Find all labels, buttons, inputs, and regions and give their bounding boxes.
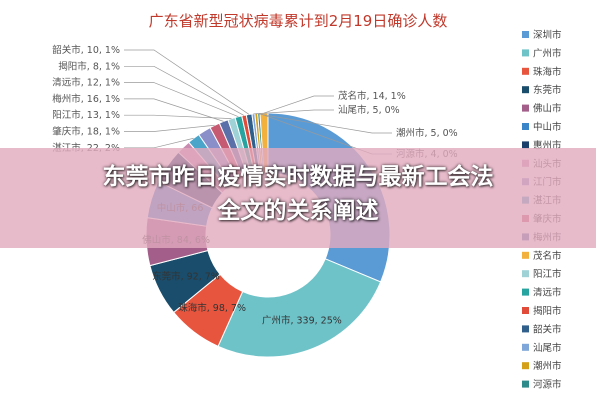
legend-label-3: 东莞市 — [533, 84, 562, 96]
legend-label-14: 清远市 — [533, 287, 562, 299]
data-label-韶关市: 韶关市, 10, 1% — [52, 44, 120, 56]
data-label-东莞市: 东莞市, 92, 7% — [152, 271, 220, 283]
legend-swatch-6 — [522, 141, 529, 149]
legend-label-4: 佛山市 — [533, 103, 562, 115]
legend-label-19: 河源市 — [533, 379, 562, 391]
legend-swatch-1 — [522, 49, 529, 57]
chart-title-part2: 累计到2月19日确诊人数 — [284, 12, 448, 30]
legend-swatch-13 — [522, 270, 529, 278]
legend-swatch-15 — [522, 307, 529, 314]
leader-line-茂名市 — [263, 95, 334, 114]
data-label-潮州市: 潮州市, 5, 0% — [396, 127, 458, 139]
legend-swatch-2 — [522, 67, 529, 75]
legend-label-0: 深圳市 — [533, 29, 562, 41]
data-label-梅州市: 梅州市, 16, 1% — [52, 93, 120, 105]
headline-overlay: 东莞市昨日疫情实时数据与最新工会法 全文的关系阐述 — [0, 160, 596, 228]
chart-title: 广东省新型冠状病毒累计到2月19日确诊人数 — [149, 12, 448, 30]
legend-swatch-19 — [522, 380, 529, 388]
legend-swatch-12 — [522, 251, 529, 259]
data-label-阳江市: 阳江市, 13, 1% — [52, 109, 120, 121]
legend-swatch-17 — [522, 343, 529, 351]
pie-slice-1 — [217, 258, 382, 358]
legend-swatch-18 — [522, 362, 529, 370]
data-label-揭阳市: 揭阳市, 8, 1% — [58, 60, 120, 72]
legend-label-18: 潮州市 — [533, 360, 562, 372]
data-label-广州市: 广州市, 339, 25% — [262, 315, 342, 327]
legend-label-12: 茂名市 — [533, 250, 562, 262]
data-label-茂名市: 茂名市, 14, 1% — [338, 90, 406, 102]
leader-line-阳江市 — [124, 114, 232, 119]
headline-overlay-band — [0, 148, 596, 248]
data-label-汕尾市: 汕尾市, 5, 0% — [338, 104, 400, 116]
legend-swatch-4 — [522, 104, 529, 112]
data-label-肇庆市: 肇庆市, 18, 1% — [52, 126, 120, 138]
leader-line-湛江市 — [124, 137, 194, 149]
legend-label-1: 广州市 — [533, 47, 562, 59]
data-label-清远市: 清远市, 12, 1% — [52, 77, 120, 89]
headline-line-2: 全文的关系阐述 — [217, 198, 379, 224]
leader-line-潮州市 — [256, 113, 392, 134]
legend-label-5: 中山市 — [533, 121, 562, 133]
legend-swatch-5 — [522, 123, 529, 130]
legend-label-17: 汕尾市 — [533, 342, 562, 354]
headline-line-1: 东莞市昨日疫情实时数据与最新工会法 — [102, 164, 494, 190]
leader-line-梅州市 — [124, 98, 224, 122]
leader-line-清远市 — [124, 82, 239, 117]
leader-line-汕尾市 — [253, 109, 334, 115]
legend-label-13: 阳江市 — [533, 268, 562, 280]
leader-line-韶关市 — [124, 49, 250, 115]
legend-swatch-3 — [522, 86, 529, 94]
legend-label-15: 揭阳市 — [533, 305, 562, 317]
legend-label-2: 珠海市 — [533, 66, 562, 78]
data-label-珠海市: 珠海市, 98, 7% — [178, 302, 246, 314]
leader-line-揭阳市 — [124, 65, 245, 116]
leader-line-肇庆市 — [124, 124, 215, 132]
legend-label-16: 韶关市 — [533, 323, 562, 335]
chart-title-part1: 广东省新型冠状病毒 — [149, 12, 284, 30]
legend-swatch-14 — [522, 288, 529, 296]
legend-swatch-16 — [522, 325, 529, 333]
legend-swatch-0 — [522, 31, 529, 38]
